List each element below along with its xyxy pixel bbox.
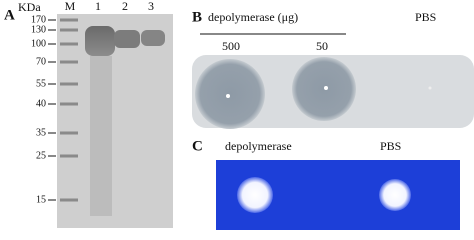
- marker-label: 170: [31, 14, 46, 25]
- gel: [57, 14, 173, 228]
- marker-band: [60, 154, 78, 158]
- marker-label: 35: [36, 127, 46, 138]
- marker-label: 25: [36, 150, 46, 161]
- unit-label: KDa: [18, 0, 41, 14]
- spot: [428, 86, 432, 90]
- dose-label: 50: [316, 39, 328, 53]
- marker-label: 55: [36, 78, 46, 89]
- panel-label: A: [4, 7, 15, 23]
- lane-label: 3: [148, 0, 154, 13]
- gel-smear: [90, 56, 112, 216]
- dose-label: 500: [222, 39, 240, 53]
- marker-band: [60, 198, 78, 202]
- marker-band: [60, 102, 78, 106]
- marker-label: 100: [31, 38, 46, 49]
- lane-label: 1: [95, 0, 101, 13]
- marker-label: 40: [36, 98, 46, 109]
- lane-label: 2: [122, 0, 128, 13]
- panel-label: B: [192, 9, 202, 25]
- clear-zone: [379, 179, 411, 211]
- marker-label: 70: [36, 56, 46, 67]
- halo: [195, 59, 265, 129]
- marker-band: [60, 131, 78, 135]
- panel-label: C: [192, 138, 203, 154]
- control-label: PBS: [380, 139, 401, 153]
- gel-band: [114, 30, 140, 48]
- control-label: PBS: [415, 10, 436, 24]
- marker-band: [60, 42, 78, 46]
- marker-band: [60, 28, 78, 32]
- gel-band: [141, 30, 165, 46]
- group-label: depolymerase (μg): [208, 10, 298, 24]
- sample-label: depolymerase: [225, 139, 292, 153]
- clear-zone: [237, 177, 273, 213]
- halo: [292, 57, 356, 121]
- lane-label: M: [65, 0, 76, 13]
- marker-band: [60, 82, 78, 86]
- gel-band: [85, 26, 115, 56]
- marker-label: 130: [31, 24, 46, 35]
- spot: [324, 86, 328, 90]
- spot: [226, 94, 230, 98]
- marker-band: [60, 18, 78, 22]
- marker-band: [60, 60, 78, 64]
- marker-label: 15: [36, 194, 46, 205]
